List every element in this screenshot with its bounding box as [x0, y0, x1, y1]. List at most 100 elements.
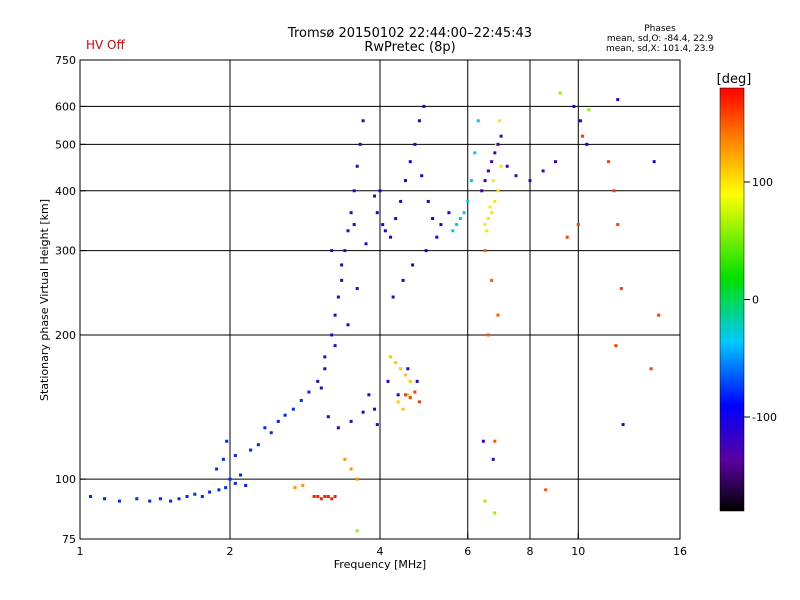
data-point [406, 367, 410, 371]
data-point [233, 454, 237, 458]
data-point [346, 229, 350, 233]
data-point [417, 400, 421, 404]
data-point [177, 497, 181, 501]
data-point [355, 287, 359, 291]
y-axis-ticks: 75 100 200 300 400 500 600 750 [55, 54, 86, 546]
data-point [499, 164, 503, 168]
x-axis-ticks: 1 2 4 6 8 10 16 [77, 533, 687, 558]
data-point [490, 160, 494, 164]
data-point [349, 419, 353, 423]
data-point [193, 492, 197, 496]
data-point [293, 486, 297, 490]
data-point [343, 249, 347, 253]
data-point [652, 160, 656, 164]
phase-stats-o-mode: mean, sd,O: -84.4, 22.9 [606, 34, 714, 44]
data-point [340, 278, 344, 282]
data-point [657, 313, 661, 317]
data-point [269, 431, 273, 435]
colorbar-ticks: 100 0 -100 [744, 176, 777, 424]
data-point [447, 211, 451, 215]
data-point [486, 169, 490, 173]
data-point [346, 323, 350, 327]
data-point [403, 393, 407, 397]
data-point [399, 199, 403, 203]
data-point [496, 313, 500, 317]
data-point [616, 98, 620, 102]
data-point [619, 287, 623, 291]
data-point [585, 142, 589, 146]
data-point [326, 494, 330, 498]
data-point [224, 486, 228, 490]
data-point [581, 134, 585, 138]
data-point [424, 249, 428, 253]
data-point [483, 223, 487, 227]
data-point [299, 398, 303, 402]
colorbar [719, 87, 745, 512]
y-tick-label: 500 [55, 138, 76, 151]
data-point [323, 494, 327, 498]
data-point [381, 223, 385, 227]
data-point [383, 229, 387, 233]
data-point [333, 344, 337, 348]
y-tick-label: 400 [55, 185, 76, 198]
data-point [435, 235, 439, 239]
data-point [256, 443, 260, 447]
data-point [208, 490, 212, 494]
data-point [614, 344, 618, 348]
data-point [148, 499, 152, 503]
y-tick-label: 100 [55, 473, 76, 486]
data-point [221, 457, 225, 461]
data-point [649, 367, 653, 371]
data-point [496, 189, 500, 193]
data-point [233, 481, 237, 485]
data-point [483, 499, 487, 503]
data-point [490, 278, 494, 282]
data-point [373, 407, 377, 411]
data-point [483, 179, 487, 183]
data-point [158, 497, 162, 501]
y-axis-label: Stationary phase Virtual Height [km] [38, 199, 51, 401]
data-point [458, 217, 462, 221]
data-point [486, 217, 490, 221]
y-tick-label: 75 [62, 533, 76, 546]
colorbar-tick-label: -100 [752, 411, 777, 424]
data-point [576, 223, 580, 227]
x-tick-label: 16 [673, 545, 687, 558]
data-point [483, 249, 487, 253]
data-point [420, 174, 424, 178]
data-point [493, 151, 497, 155]
data-point [413, 142, 417, 146]
data-point [558, 91, 562, 95]
phase-stats-x-mode: mean, sd,X: 101.4, 23.9 [605, 44, 715, 54]
data-point [490, 211, 494, 215]
data-point [480, 189, 484, 193]
data-point [283, 413, 287, 417]
data-point [486, 333, 490, 337]
data-point [411, 263, 415, 267]
data-point [361, 410, 365, 414]
data-point [544, 488, 548, 492]
data-point [312, 494, 316, 498]
data-point [422, 104, 426, 108]
data-point [316, 494, 320, 498]
data-point [185, 494, 189, 498]
data-point [239, 473, 243, 477]
data-point [451, 229, 455, 233]
data-point [228, 477, 232, 481]
colorbar-unit: [deg] [717, 72, 752, 87]
phase-stats-title: Phases [644, 24, 676, 34]
data-point [323, 355, 327, 359]
data-point [466, 199, 470, 203]
data-point [488, 205, 492, 209]
data-point [319, 386, 323, 390]
chart-subtitle: RwPretec (8p) [364, 40, 456, 55]
data-point [336, 295, 340, 299]
chart-title: Tromsø 20150102 22:44:00–22:45:43 [287, 26, 533, 41]
data-point [476, 119, 480, 123]
colorbar-tick-label: 100 [752, 176, 773, 189]
data-point [455, 223, 459, 227]
data-point [431, 217, 435, 221]
data-point [249, 448, 253, 452]
data-point [408, 160, 412, 164]
x-tick-label: 2 [227, 545, 234, 558]
